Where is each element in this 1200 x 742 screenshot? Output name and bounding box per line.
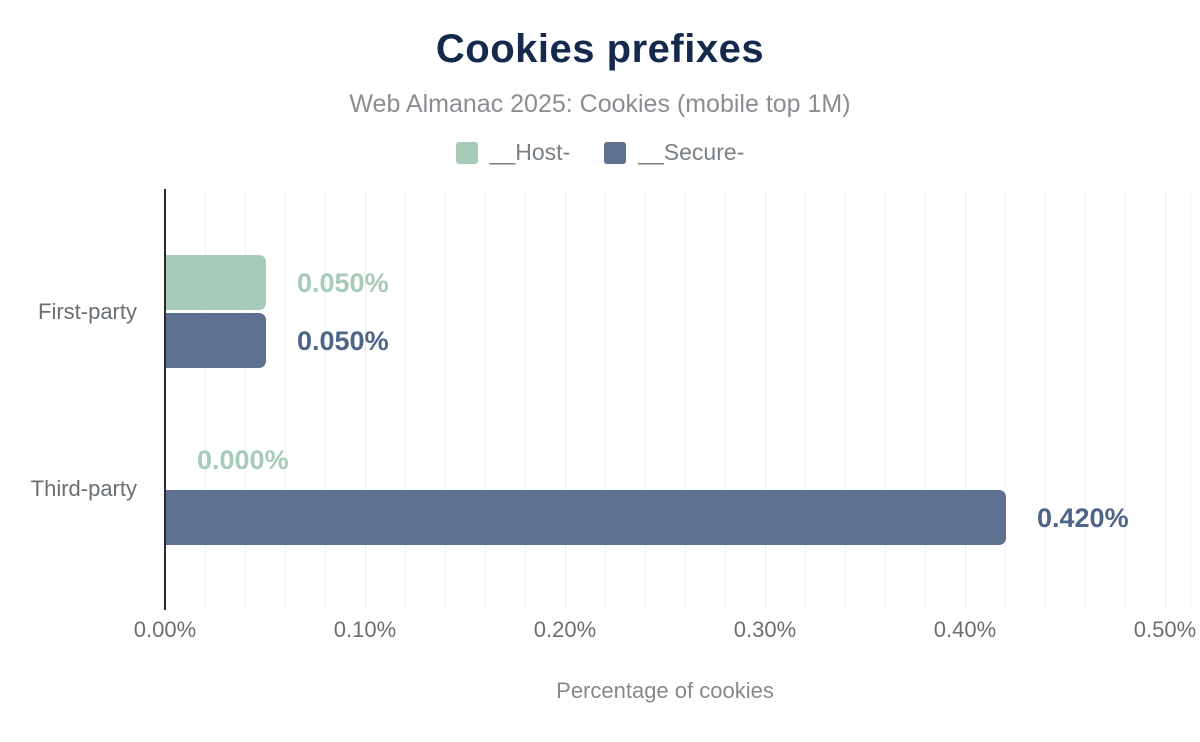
legend: __Host- __Secure-	[0, 139, 1200, 166]
gridline	[365, 190, 366, 608]
x-tick-label: 0.10%	[333, 617, 397, 642]
category-label-third-party: Third-party	[30, 476, 137, 501]
x-tick-label: 0.50%	[1133, 617, 1197, 642]
x-axis-title: Percentage of cookies	[556, 678, 774, 703]
gridline	[845, 190, 846, 608]
gridline	[485, 190, 486, 608]
category-label-first-party: First-party	[38, 299, 137, 324]
legend-item-host[interactable]: __Host-	[455, 139, 571, 166]
legend-label: __Host-	[489, 139, 571, 165]
gridline	[965, 190, 966, 608]
chart-title: Cookies prefixes	[435, 27, 765, 71]
bar-third-party-series-1[interactable]	[166, 490, 1006, 545]
gridline	[805, 190, 806, 608]
chart-subtitle: Web Almanac 2025: Cookies (mobile top 1M…	[349, 90, 851, 118]
legend-label: __Secure-	[638, 139, 745, 165]
value-label: 0.050%	[297, 268, 389, 298]
gridline	[525, 190, 526, 608]
gridline	[685, 190, 686, 608]
legend-swatch-icon	[455, 141, 478, 164]
gridline	[605, 190, 606, 608]
gridline	[765, 190, 766, 608]
gridline	[205, 190, 206, 608]
value-label: 0.000%	[197, 445, 289, 475]
gridline	[565, 190, 566, 608]
legend-item-secure[interactable]: __Secure-	[604, 139, 744, 166]
gridline	[325, 190, 326, 608]
gridline	[885, 190, 886, 608]
bar-first-party-series-1[interactable]	[166, 313, 266, 368]
gridline	[405, 190, 406, 608]
value-label: 0.050%	[297, 326, 389, 356]
gridline	[1045, 190, 1046, 608]
gridline	[445, 190, 446, 608]
gridline	[925, 190, 926, 608]
gridline	[245, 190, 246, 608]
gridline	[725, 190, 726, 608]
value-label: 0.420%	[1037, 503, 1129, 533]
gridline	[1085, 190, 1086, 608]
gridline	[1165, 190, 1166, 608]
x-tick-label: 0.40%	[933, 617, 997, 642]
gridline	[645, 190, 646, 608]
y-axis-line	[164, 189, 166, 610]
gridline	[1005, 190, 1006, 608]
x-tick-label: 0.20%	[533, 617, 597, 642]
plot-right-border	[1190, 190, 1191, 608]
legend-swatch-icon	[604, 141, 627, 164]
gridline	[285, 190, 286, 608]
gridline	[1125, 190, 1126, 608]
x-tick-label: 0.00%	[133, 617, 197, 642]
bar-first-party-series-0[interactable]	[166, 255, 266, 310]
x-tick-label: 0.30%	[733, 617, 797, 642]
